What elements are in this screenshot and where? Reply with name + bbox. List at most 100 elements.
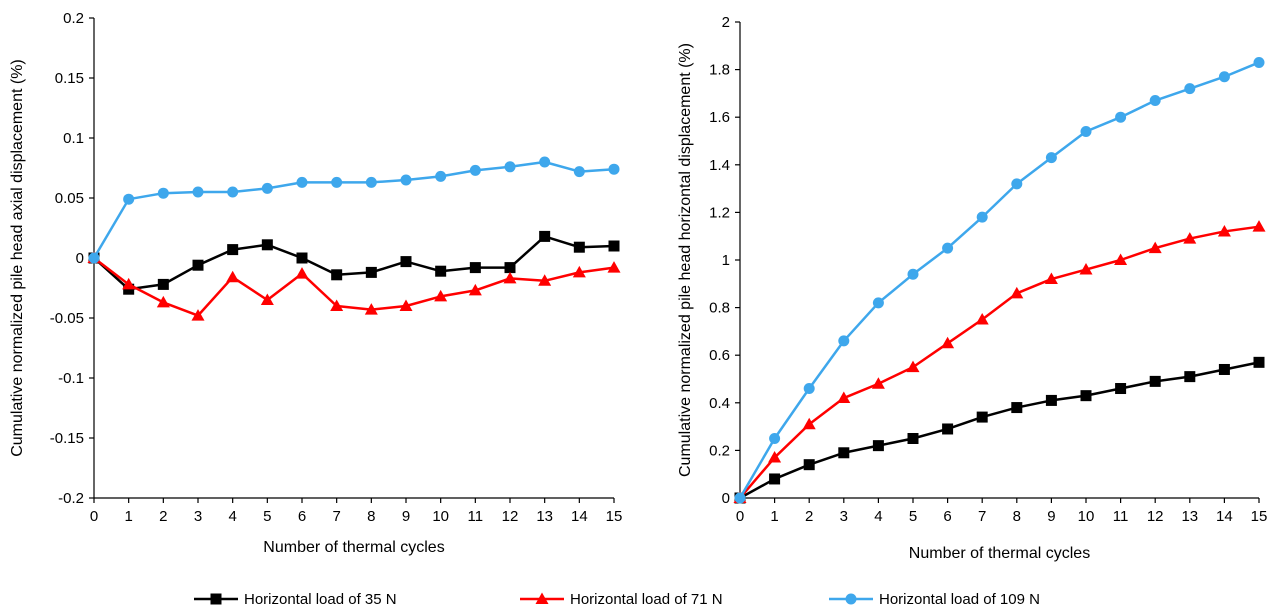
- series-line-1: [739, 225, 1260, 499]
- x-tick-label: 12: [1147, 508, 1164, 525]
- data-point: [365, 266, 377, 278]
- data-point: [573, 166, 585, 178]
- data-point: [1045, 394, 1057, 406]
- data-point: [157, 187, 169, 199]
- x-tick-label: 4: [874, 508, 882, 525]
- data-point: [539, 230, 551, 242]
- data-point: [803, 383, 815, 395]
- data-point: [608, 163, 620, 175]
- x-tick-label: 6: [943, 508, 951, 525]
- y-tick-label: 0: [76, 250, 84, 267]
- data-point: [976, 411, 988, 423]
- x-tick-label: 12: [502, 508, 519, 525]
- x-tick-label: 0: [90, 508, 98, 525]
- data-point: [907, 433, 919, 444]
- data-point: [942, 242, 954, 254]
- x-tick-label: 15: [606, 508, 623, 525]
- series-line-2: [738, 61, 1260, 499]
- data-point: [1080, 390, 1092, 402]
- data-point: [1045, 152, 1057, 164]
- data-point: [872, 297, 884, 309]
- data-point: [295, 267, 309, 279]
- x-tick-label: 3: [194, 508, 202, 525]
- y-tick-label: 0.8: [709, 300, 730, 317]
- data-point: [296, 176, 308, 188]
- data-point: [1149, 375, 1161, 387]
- data-point: [503, 271, 517, 284]
- data-point: [260, 293, 274, 305]
- x-tick-label: 1: [770, 508, 778, 525]
- x-tick-label: 4: [228, 508, 236, 525]
- data-point: [331, 176, 343, 188]
- data-point: [1011, 178, 1023, 190]
- y-tick-label: -0.1: [58, 370, 84, 387]
- x-tick-label: 11: [468, 508, 484, 525]
- y-tick-label: 1: [722, 252, 730, 269]
- y-tick-label: -0.2: [58, 490, 84, 507]
- data-point: [1114, 253, 1128, 265]
- x-tick-label: 6: [298, 508, 306, 525]
- data-point: [468, 283, 482, 296]
- data-point: [331, 269, 343, 281]
- x-tick-label: 10: [432, 508, 449, 525]
- legend-marker: [845, 593, 857, 605]
- data-point: [1149, 95, 1161, 107]
- data-point: [504, 161, 516, 173]
- data-point: [539, 156, 551, 168]
- y-tick-label: 0.1: [63, 130, 84, 147]
- x-tick-label: 1: [124, 508, 132, 525]
- x-tick-label: 9: [402, 508, 410, 525]
- y-tick-label: 2: [722, 14, 730, 31]
- data-point: [1184, 371, 1196, 383]
- data-point: [607, 261, 621, 273]
- x-tick-label: 10: [1078, 508, 1095, 525]
- x-tick-label: 13: [1181, 508, 1198, 525]
- x-tick-label: 13: [536, 508, 553, 525]
- y-axis-title: Cumulative normalized pile head horizont…: [677, 43, 694, 477]
- data-point: [1184, 83, 1196, 95]
- data-point: [907, 268, 919, 280]
- data-point: [769, 473, 781, 485]
- x-tick-label: 8: [1013, 508, 1021, 525]
- y-tick-label: 1.8: [709, 62, 730, 79]
- series-line-2: [92, 160, 615, 259]
- data-point: [538, 274, 552, 286]
- data-point: [261, 182, 273, 194]
- x-tick-label: 5: [263, 508, 271, 525]
- data-point: [1253, 56, 1265, 68]
- data-point: [227, 186, 239, 198]
- data-point: [1253, 356, 1265, 368]
- y-tick-label: 0.15: [55, 70, 84, 87]
- x-tick-label: 15: [1251, 508, 1268, 525]
- data-point: [469, 164, 481, 176]
- x-tick-label: 8: [367, 508, 375, 525]
- legend: Horizontal load of 35 N Horizontal load o…: [194, 591, 1040, 608]
- data-point: [906, 360, 920, 373]
- data-point: [226, 270, 240, 283]
- data-point: [400, 256, 412, 268]
- x-tick-label: 9: [1047, 508, 1055, 525]
- data-point: [1252, 220, 1266, 232]
- data-point: [1217, 224, 1231, 237]
- y-tick-label: 0.6: [709, 347, 730, 364]
- data-point: [123, 193, 135, 205]
- x-tick-label: 11: [1113, 508, 1129, 525]
- x-tick-label: 2: [805, 508, 813, 525]
- series-line-0: [739, 361, 1260, 500]
- data-point: [364, 303, 378, 315]
- x-axis-title: Number of thermal cycles: [263, 539, 444, 556]
- data-point: [157, 278, 169, 290]
- data-point: [435, 265, 447, 277]
- x-tick-label: 7: [978, 508, 986, 525]
- horizontal-displacement-chart: 00.20.40.60.811.21.41.61.820 1 2 3 4 5 6 7 8 9 10 1…: [677, 14, 1267, 562]
- x-tick-label: 3: [840, 508, 848, 525]
- x-axis-title: Number of thermal cycles: [909, 545, 1090, 562]
- series-line-1: [93, 257, 615, 317]
- x-tick-label: 2: [159, 508, 167, 525]
- data-point: [1115, 383, 1127, 395]
- data-point: [261, 239, 273, 251]
- data-point: [838, 447, 850, 459]
- y-tick-label: 0.2: [63, 10, 84, 27]
